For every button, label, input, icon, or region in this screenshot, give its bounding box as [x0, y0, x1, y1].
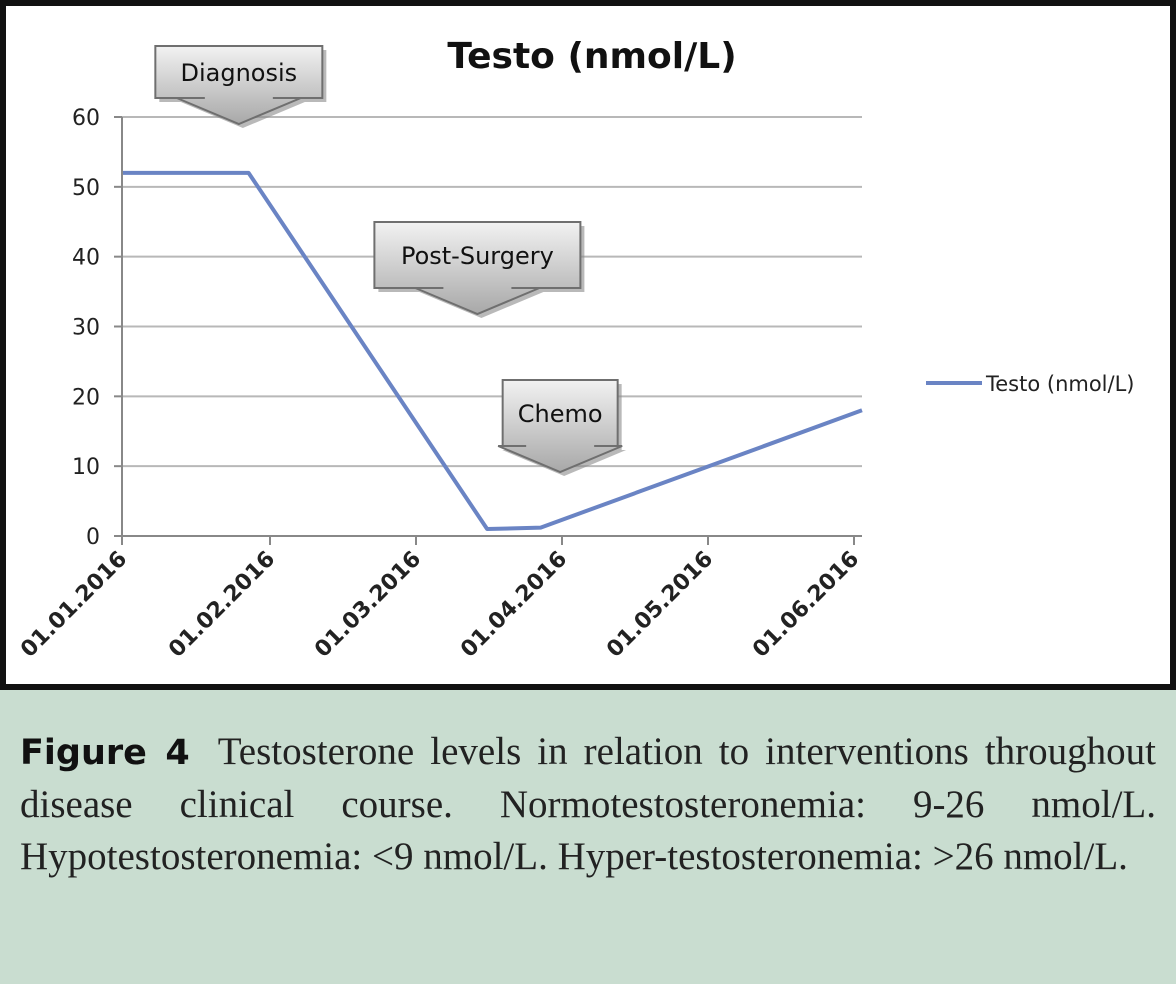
y-tick-label-40: 40 — [72, 246, 100, 271]
x-tick-label-0: 01.01.2016 — [16, 547, 132, 663]
legend-label-0: Testo (nmol/L) — [985, 372, 1135, 396]
chart-frame: Testo (nmol/L) Diagnosis Post-Surgery Chem… — [0, 0, 1176, 690]
x-tick-label-1: 01.02.2016 — [164, 547, 280, 663]
chart-title: Testo (nmol/L) — [447, 36, 736, 77]
y-tick-label-60: 60 — [72, 106, 100, 131]
annotation-label-0: Diagnosis — [181, 59, 298, 87]
annotation-callout-0 — [154, 45, 324, 126]
y-tick-label-10: 10 — [72, 455, 100, 480]
annotation-label-1: Post-Surgery — [401, 242, 554, 270]
annotation-callout-2 — [497, 379, 623, 474]
chart-border — [0, 0, 1176, 690]
annotation-callout-1 — [373, 221, 582, 316]
y-tick-label-30: 30 — [72, 316, 100, 341]
chart-svg: Testo (nmol/L) Diagnosis Post-Surgery Chem… — [0, 0, 1176, 690]
x-tick-label-3: 01.04.2016 — [456, 547, 572, 663]
x-tick-label-5: 01.06.2016 — [748, 547, 864, 663]
y-tick-label-0: 0 — [86, 525, 100, 550]
caption-label: Figure 4 — [20, 733, 190, 773]
caption-text: Testosterone levels in relation to inter… — [20, 730, 1156, 878]
figure-caption: Figure 4 Testosterone levels in relation … — [20, 726, 1156, 883]
y-tick-label-20: 20 — [72, 385, 100, 410]
y-tick-label-50: 50 — [72, 176, 100, 201]
x-tick-label-2: 01.03.2016 — [310, 547, 426, 663]
annotation-label-2: Chemo — [518, 400, 603, 428]
x-tick-label-4: 01.05.2016 — [602, 547, 718, 663]
